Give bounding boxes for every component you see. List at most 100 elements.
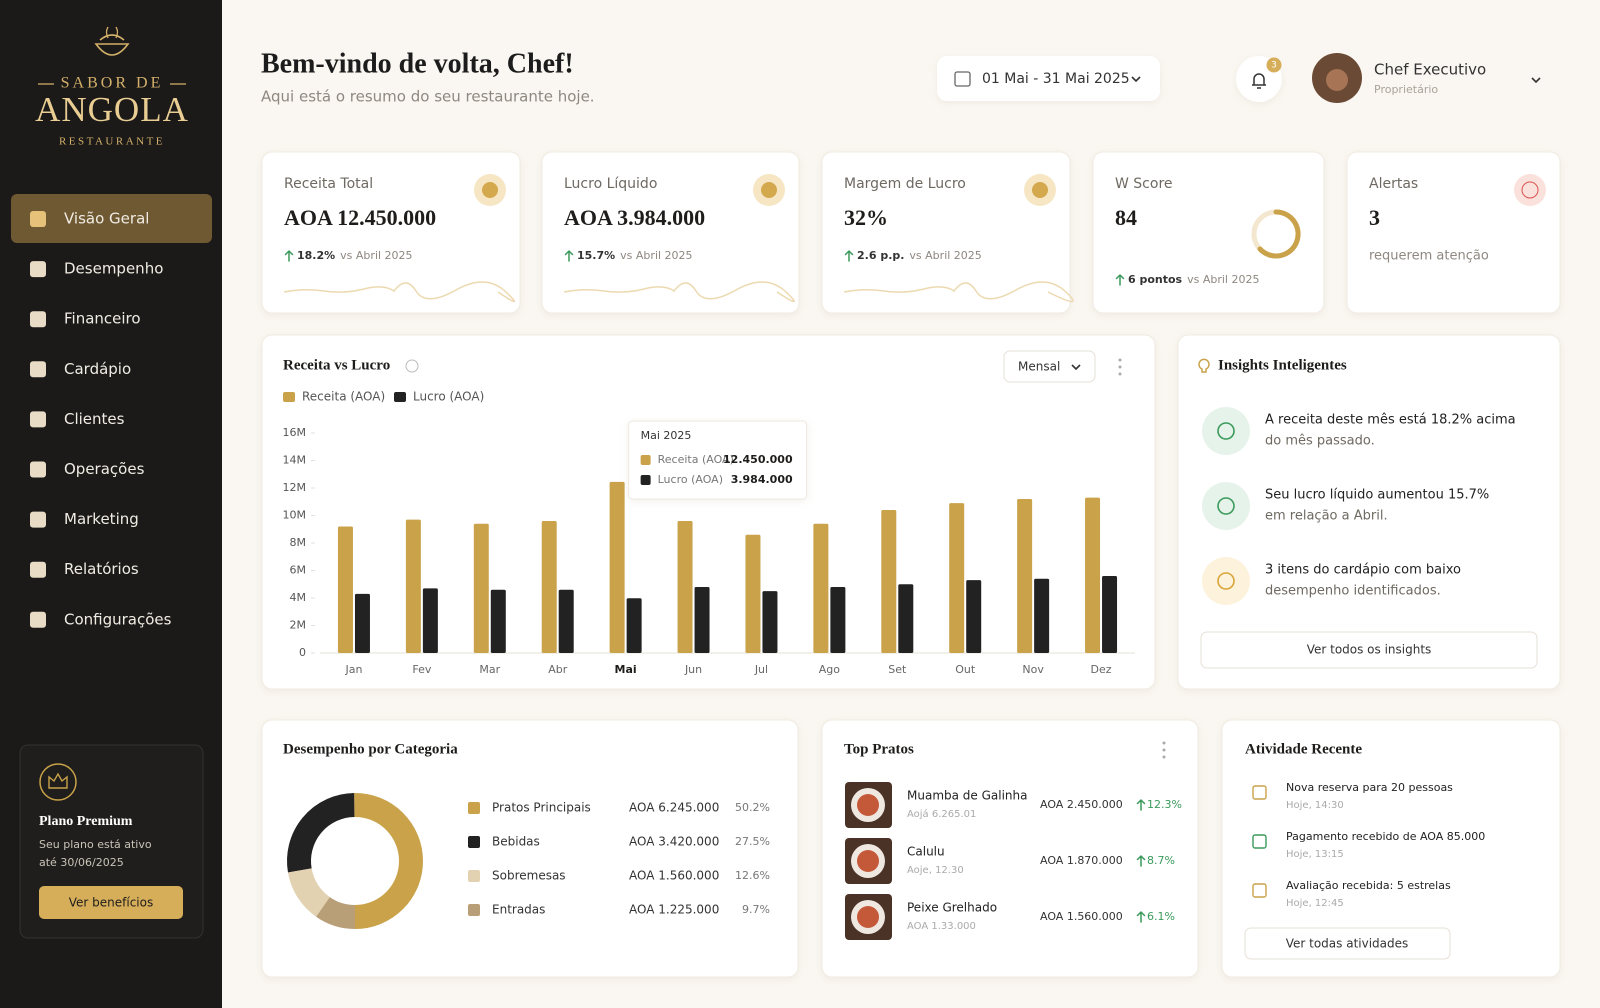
kpi-icon-inner <box>1032 182 1048 198</box>
x-tick-label: Mar <box>479 663 500 676</box>
bar <box>422 588 438 653</box>
user-name: Chef Executivo <box>1374 61 1486 79</box>
nav-item[interactable]: Cardápio <box>64 360 131 378</box>
brand: ANGOLA <box>35 90 189 129</box>
insight-lead: A receita deste mês está 18.2% acima <box>1265 413 1516 428</box>
chart-title: Receita vs Lucro <box>283 357 390 373</box>
top-dishes-card <box>821 719 1199 978</box>
activity-time: Hoje, 14:30 <box>1286 800 1344 811</box>
kpi-value: 32% <box>844 205 888 230</box>
nav-item[interactable]: Desempenho <box>64 260 163 278</box>
legend-swatch <box>468 802 480 814</box>
nav-item[interactable]: Relatórios <box>64 560 139 578</box>
tooltip-value: 3.984.000 <box>731 473 793 486</box>
y-tick-label: 0 <box>299 646 306 659</box>
x-tick-label: Jun <box>684 663 702 676</box>
x-tick-label: Dez <box>1091 663 1112 676</box>
nav-icon <box>30 461 46 478</box>
insights-card <box>1177 334 1561 690</box>
plan-button[interactable] <box>39 886 183 919</box>
kpi-icon-inner <box>482 182 498 198</box>
kpi-card <box>1346 151 1561 314</box>
date-picker[interactable] <box>937 56 1160 101</box>
bar <box>405 519 421 653</box>
insights-button[interactable] <box>1200 631 1538 669</box>
dish-food <box>857 850 879 872</box>
x-tick-label: Abr <box>548 663 568 676</box>
activity-time: Hoje, 13:15 <box>1286 849 1344 860</box>
kpi-card <box>261 151 521 314</box>
legend-label: Lucro (AOA) <box>413 390 484 404</box>
activity-text: Nova reserva para 20 pessoas <box>1286 781 1453 794</box>
bar <box>490 589 506 653</box>
nav-item[interactable]: Marketing <box>64 510 139 528</box>
kpi-value: 3 <box>1369 205 1380 230</box>
tooltip-title: Mai 2025 <box>641 429 692 442</box>
bar <box>898 584 914 653</box>
tooltip-swatch <box>640 455 651 465</box>
sparkline <box>843 281 1074 303</box>
category-card <box>261 719 799 978</box>
category-amount: AOA 3.420.000 <box>629 835 719 849</box>
brand-top: SABOR DE <box>61 75 164 92</box>
donut-segment <box>287 793 356 873</box>
kpi-change-value: 2.6 p.p. <box>857 249 904 262</box>
bar <box>1102 576 1118 653</box>
bar <box>881 510 897 653</box>
tooltip-series: Lucro (AOA) <box>658 473 723 486</box>
sparkline <box>283 281 515 303</box>
bar <box>609 481 625 653</box>
dish-food <box>857 906 879 928</box>
legend-swatch <box>468 904 480 916</box>
insight-rest: do mês passado. <box>1265 434 1375 449</box>
bar <box>1085 497 1101 653</box>
tooltip-value: 12.450.000 <box>723 453 793 466</box>
x-tick-label: Out <box>955 663 976 676</box>
plan-button-label: Ver benefícios <box>69 896 153 910</box>
dish-sub: Aoje, 12.30 <box>907 865 964 876</box>
tooltip-swatch <box>640 475 651 485</box>
dish-change: 8.7% <box>1147 854 1175 867</box>
bar <box>354 593 370 653</box>
arrow-up-icon <box>844 249 854 262</box>
insights-button-label: Ver todos os insights <box>1307 643 1432 657</box>
info-icon <box>405 359 419 373</box>
menu-dot <box>1118 372 1122 376</box>
nav-item[interactable]: Visão Geral <box>64 210 149 228</box>
kpi-change: 18.2% vs Abril 2025 <box>297 249 413 262</box>
kpi-change-value: 15.7% <box>577 249 615 262</box>
y-tick-label: 16M <box>283 426 307 439</box>
activity-icon <box>1252 834 1267 849</box>
chevron-icon <box>1071 364 1081 371</box>
date-range: 01 Mai - 31 Mai 2025 <box>982 71 1130 87</box>
avatar-face <box>1326 69 1348 91</box>
insight-icon-inner <box>1217 497 1235 515</box>
nav-item[interactable]: Financeiro <box>64 310 141 328</box>
notification-count: 3 <box>1271 61 1277 71</box>
menu-dot <box>1118 358 1122 362</box>
nav-icon <box>30 561 46 578</box>
legend-swatch <box>283 392 295 402</box>
bar <box>473 523 489 653</box>
insight-lead: 3 itens do cardápio com baixo <box>1265 563 1461 578</box>
y-tick-label: 14M <box>283 454 307 467</box>
kpi-label: Margem de Lucro <box>844 176 966 192</box>
activity-button[interactable] <box>1244 927 1451 960</box>
category-name: Sobremesas <box>492 869 566 883</box>
nav-item[interactable]: Operações <box>64 460 145 478</box>
legend-swatch <box>394 392 406 402</box>
nav-item[interactable]: Clientes <box>64 410 125 428</box>
legend-label: Receita (AOA) <box>302 390 385 404</box>
category-share: 9.7% <box>742 903 770 916</box>
nav-icon <box>30 511 46 528</box>
x-tick-label: Mai <box>615 663 637 676</box>
nav-item[interactable]: Configurações <box>64 610 172 628</box>
period-select-label: Mensal <box>1018 360 1060 374</box>
brand-sub: RESTAURANTE <box>59 136 165 148</box>
period-select[interactable] <box>1003 350 1096 383</box>
kpi-card <box>821 151 1071 314</box>
x-tick-label: Jan <box>344 663 362 676</box>
kpi-label: W Score <box>1115 176 1173 192</box>
y-tick-label: 8M <box>290 536 307 549</box>
